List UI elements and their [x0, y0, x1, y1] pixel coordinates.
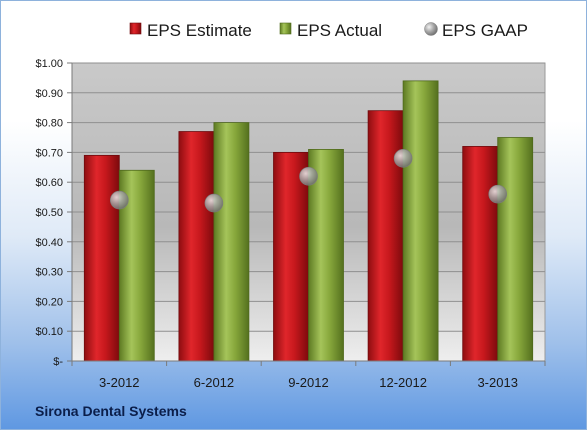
x-tick-label: 6-2012 — [194, 375, 234, 390]
marker-eps-gaap — [488, 184, 508, 204]
y-tick-label: $0.80 — [35, 118, 63, 130]
bar-eps-estimate — [273, 151, 309, 362]
bar-eps-actual — [402, 80, 439, 362]
y-axis: $- $0.10 $0.20 $0.30 $0.40 $0.50 $0.60 $0.70 $0.… — [35, 58, 73, 368]
y-tick-label: $0.10 — [35, 326, 63, 338]
legend-swatch — [129, 22, 142, 35]
legend: EPS Estimate EPS Actual EPS GAAP — [129, 21, 528, 40]
bars — [83, 80, 534, 362]
marker-eps-gaap — [110, 190, 129, 210]
bar-eps-actual — [213, 122, 250, 362]
y-tick-label: $0.50 — [35, 207, 63, 219]
x-tick-label: 9-2012 — [288, 375, 328, 390]
y-tick-label: $- — [53, 356, 63, 368]
y-tick-label: $0.60 — [35, 177, 63, 189]
x-axis: 3-2012 6-2012 9-2012 12-2012 3-2013 — [71, 360, 546, 390]
y-tick-label: $0.70 — [35, 147, 63, 159]
y-tick-label: $0.40 — [35, 237, 63, 249]
x-tick-label: 3-2012 — [99, 375, 139, 390]
marker-eps-gaap — [299, 166, 318, 186]
legend-swatch — [424, 22, 438, 36]
legend-label: EPS Estimate — [147, 21, 252, 40]
y-tick-label: $0.30 — [35, 267, 63, 279]
bar-eps-estimate — [83, 154, 120, 362]
marker-eps-gaap — [393, 149, 413, 168]
bar-eps-actual — [497, 137, 534, 362]
x-tick-label: 12-2012 — [379, 375, 427, 390]
y-tick-label: $1.00 — [35, 58, 63, 70]
bar-eps-estimate — [367, 110, 404, 362]
gaap-markers — [110, 149, 508, 213]
legend-label: EPS GAAP — [442, 21, 528, 40]
y-tick-label: $0.90 — [35, 88, 63, 100]
legend-label: EPS Actual — [297, 21, 382, 40]
x-tick-label: 3-2013 — [477, 375, 517, 390]
legend-swatch — [279, 22, 292, 35]
bar-eps-estimate — [178, 131, 215, 362]
company-name: Sirona Dental Systems — [35, 403, 187, 419]
y-tick-label: $0.20 — [35, 296, 63, 308]
bar-eps-estimate — [462, 146, 499, 362]
marker-eps-gaap — [204, 193, 224, 213]
bar-eps-actual — [308, 149, 344, 362]
